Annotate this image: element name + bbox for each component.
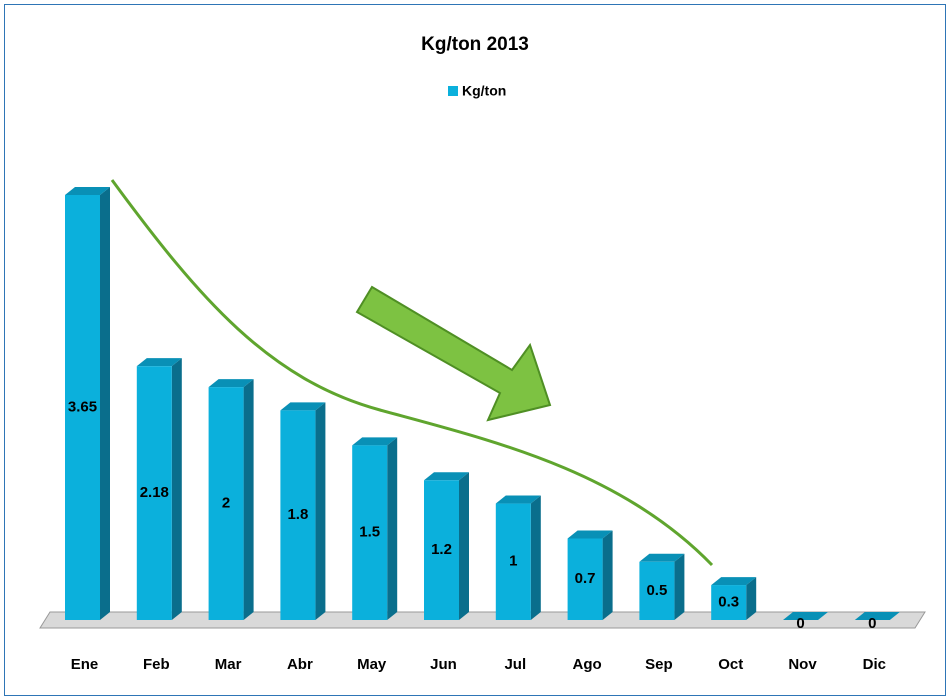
x-tick-label: Jul xyxy=(504,656,526,673)
floor xyxy=(39,611,926,629)
bar-side xyxy=(459,472,469,620)
bar xyxy=(352,445,388,620)
bar-side xyxy=(243,379,254,620)
bar xyxy=(280,410,316,620)
bar-top xyxy=(783,612,828,620)
bar-side xyxy=(171,358,182,620)
x-tick-label: Nov xyxy=(788,656,817,673)
x-tick-label: Mar xyxy=(215,656,242,673)
bar xyxy=(136,366,172,620)
x-tick-label: Oct xyxy=(718,656,743,673)
bar-side xyxy=(746,577,757,620)
bar-top xyxy=(208,379,254,388)
bar-side xyxy=(602,530,613,620)
x-tick-label: Ago xyxy=(573,656,602,673)
x-tick-label: Dic xyxy=(863,656,886,673)
data-label: 0 xyxy=(796,615,804,632)
x-tick-label: Ene xyxy=(71,656,99,673)
data-label: 1.8 xyxy=(287,506,308,523)
data-label: 1.2 xyxy=(431,541,452,558)
bar-top xyxy=(711,577,757,586)
x-tick-label: Abr xyxy=(287,656,313,673)
bar-top xyxy=(639,553,685,562)
bar-top xyxy=(280,402,326,411)
data-label: 1 xyxy=(509,553,517,570)
bar-side xyxy=(530,495,541,620)
x-tick-label: Jun xyxy=(430,656,457,673)
legend-label: Kg/ton xyxy=(462,83,506,99)
bar xyxy=(639,561,675,620)
bar-top xyxy=(136,358,182,367)
bar xyxy=(495,503,531,620)
data-label: 0 xyxy=(868,615,876,632)
x-tick-label: Feb xyxy=(143,656,170,673)
data-label: 2.18 xyxy=(140,484,169,501)
bar-top xyxy=(424,472,469,481)
bar-top xyxy=(495,495,541,504)
trend-arrow xyxy=(355,285,552,422)
data-label: 2 xyxy=(222,495,230,512)
bar-top xyxy=(65,187,110,195)
bar-side xyxy=(674,553,685,620)
bars xyxy=(65,187,900,620)
trend-curve xyxy=(110,179,714,567)
bar-top xyxy=(854,612,900,620)
bar xyxy=(208,387,244,620)
bar-top xyxy=(567,530,613,539)
data-label: 0.5 xyxy=(646,582,667,599)
data-label: 1.5 xyxy=(359,524,380,541)
bar-side xyxy=(315,402,326,620)
data-label: 3.65 xyxy=(68,398,97,415)
bar xyxy=(567,538,603,620)
data-label: 0.3 xyxy=(718,594,739,611)
chart-title: Kg/ton 2013 xyxy=(421,34,529,55)
x-tick-label: May xyxy=(357,656,387,673)
data-label: 0.7 xyxy=(575,570,596,587)
bar xyxy=(65,195,100,620)
legend-swatch xyxy=(448,86,458,96)
bar-side xyxy=(387,437,398,620)
bar-side xyxy=(100,187,110,620)
bar-top xyxy=(352,437,398,446)
bar xyxy=(711,585,747,620)
bar xyxy=(424,480,459,620)
x-tick-label: Sep xyxy=(645,656,673,673)
